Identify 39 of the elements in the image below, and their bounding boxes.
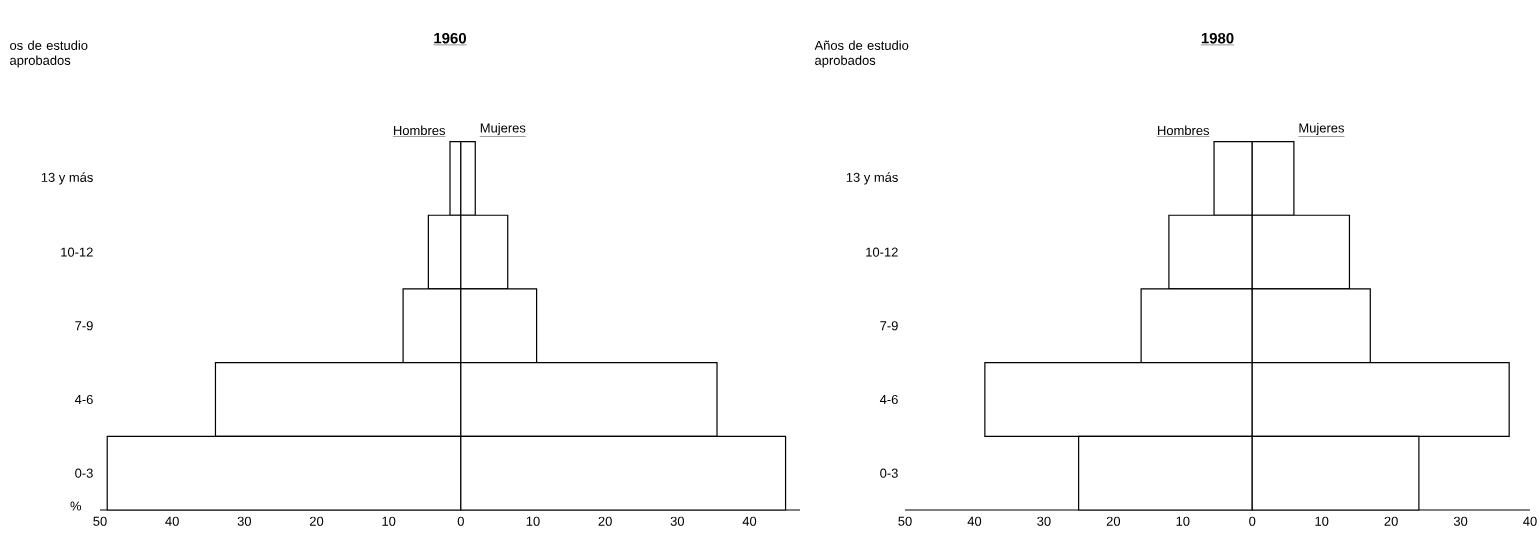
y-tick-label: 10-12: [866, 247, 898, 257]
y-axis-title: Años de estudio aprobados: [814, 40, 909, 68]
x-tick-label: 10: [1315, 516, 1329, 526]
y-axis-title: os de estudio aprobados: [10, 40, 88, 68]
x-tick-label: 40: [1523, 516, 1537, 526]
y-tick-label: 4-6: [879, 394, 898, 405]
x-tick-label: 10: [526, 516, 540, 526]
series-label: Hombres: [1158, 125, 1210, 136]
x-tick-label: 10: [1176, 516, 1190, 526]
x-tick-label: 30: [1037, 516, 1051, 526]
x-tick-label: 20: [1106, 516, 1121, 526]
y-tick-label: 10-12: [61, 247, 93, 257]
x-tick-label: 30: [237, 516, 252, 526]
x-tick-label: 0: [457, 516, 464, 526]
series-label: Hombres: [394, 125, 446, 136]
series-label: Mujeres: [1299, 122, 1345, 136]
x-tick-label: 20: [309, 516, 324, 526]
y-tick-label: 13 y más: [41, 172, 93, 185]
y-tick-label: 13 y más: [846, 172, 898, 185]
x-tick-label: 40: [742, 516, 757, 526]
y-tick-label: 7-9: [75, 321, 93, 331]
x-tick-label: 50: [898, 516, 912, 526]
chart-title: 1960: [434, 32, 466, 44]
x-tick-label: 20: [1384, 516, 1398, 526]
y-tick-label: 7-9: [880, 321, 898, 331]
x-tick-label: 30: [1453, 516, 1468, 526]
chart-title: 1980: [1201, 32, 1234, 44]
y-tick-label: 0-3: [75, 468, 93, 478]
series-label: Mujeres: [480, 122, 526, 136]
y-tick-label: 4-6: [74, 394, 93, 405]
x-tick-label: 20: [598, 516, 612, 526]
x-tick-label: 40: [165, 516, 179, 526]
x-tick-label: 10: [382, 516, 396, 526]
x-axis-title: %: [70, 501, 82, 511]
x-tick-label: 40: [967, 516, 982, 526]
y-tick-label: 0-3: [880, 468, 898, 478]
x-tick-label: 50: [93, 516, 107, 526]
x-tick-label: 0: [1249, 516, 1256, 526]
x-tick-label: 30: [670, 516, 685, 526]
